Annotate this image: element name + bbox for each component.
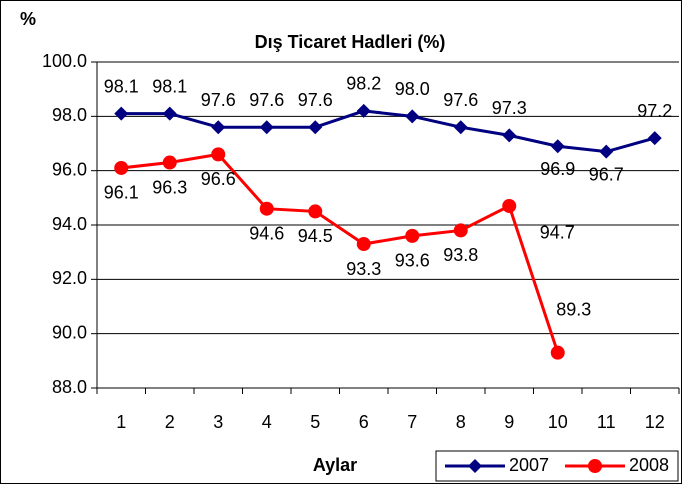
data-point bbox=[211, 120, 226, 135]
y-tick-label: 100.0 bbox=[42, 51, 87, 71]
legend-label: 2007 bbox=[509, 455, 549, 475]
data-label: 97.6 bbox=[443, 90, 478, 110]
data-label: 97.6 bbox=[249, 90, 284, 110]
y-axis-label: % bbox=[20, 9, 36, 29]
x-tick-label: 5 bbox=[310, 412, 320, 432]
data-label: 94.5 bbox=[298, 226, 333, 246]
legend-box bbox=[435, 450, 679, 482]
data-label: 98.2 bbox=[346, 74, 381, 94]
data-label: 98.1 bbox=[104, 76, 139, 96]
data-point bbox=[356, 103, 371, 118]
data-point bbox=[453, 120, 468, 135]
data-point bbox=[114, 106, 129, 121]
data-label: 97.6 bbox=[298, 90, 333, 110]
x-tick-label: 10 bbox=[548, 412, 568, 432]
data-point bbox=[356, 237, 371, 252]
data-label: 96.6 bbox=[201, 169, 236, 189]
x-tick-label: 3 bbox=[213, 412, 223, 432]
y-tick-label: 94.0 bbox=[52, 214, 87, 234]
series-line bbox=[121, 109, 656, 154]
data-point bbox=[162, 106, 177, 121]
data-label: 97.2 bbox=[637, 101, 672, 121]
x-tick-label: 9 bbox=[504, 412, 514, 432]
data-point bbox=[308, 204, 323, 219]
data-label: 93.6 bbox=[395, 251, 430, 271]
y-tick-label: 96.0 bbox=[52, 159, 87, 179]
y-tick-label: 98.0 bbox=[52, 105, 87, 125]
data-point bbox=[405, 228, 420, 243]
data-label: 96.3 bbox=[152, 177, 187, 197]
legend-marker bbox=[468, 459, 482, 473]
data-point bbox=[211, 147, 226, 162]
data-label: 94.6 bbox=[249, 223, 284, 243]
data-point bbox=[405, 109, 420, 124]
data-point bbox=[550, 139, 565, 154]
data-point bbox=[259, 201, 274, 216]
x-tick-label: 2 bbox=[165, 412, 175, 432]
x-tick-label: 4 bbox=[262, 412, 272, 432]
data-label: 93.3 bbox=[346, 259, 381, 279]
data-label: 94.7 bbox=[540, 223, 575, 243]
data-point bbox=[259, 120, 274, 135]
y-tick-label: 88.0 bbox=[52, 377, 87, 397]
data-point bbox=[162, 155, 177, 170]
legend-marker bbox=[588, 459, 602, 473]
data-point bbox=[550, 345, 565, 360]
data-label: 97.3 bbox=[492, 98, 527, 118]
data-label: 96.7 bbox=[589, 164, 624, 184]
data-label: 96.1 bbox=[104, 183, 139, 203]
data-point bbox=[502, 128, 517, 143]
data-point bbox=[599, 144, 614, 159]
chart-title: Dış Ticaret Hadleri (%) bbox=[255, 32, 446, 52]
data-point bbox=[453, 223, 468, 238]
x-axis-label: Aylar bbox=[313, 455, 357, 475]
data-point bbox=[647, 131, 662, 146]
y-tick-label: 92.0 bbox=[52, 268, 87, 288]
data-point bbox=[308, 120, 323, 135]
data-label: 93.8 bbox=[443, 245, 478, 265]
data-label: 98.0 bbox=[395, 79, 430, 99]
x-tick-label: 6 bbox=[359, 412, 369, 432]
x-tick-label: 11 bbox=[597, 412, 616, 432]
y-tick-label: 90.0 bbox=[52, 322, 87, 342]
data-label: 98.1 bbox=[152, 76, 187, 96]
legend-label: 2008 bbox=[629, 455, 669, 475]
x-tick-label: 7 bbox=[407, 412, 417, 432]
series-line bbox=[121, 152, 560, 354]
x-tick-label: 1 bbox=[116, 412, 126, 432]
x-tick-label: 12 bbox=[645, 412, 665, 432]
x-tick-label: 8 bbox=[456, 412, 466, 432]
data-label: 89.3 bbox=[556, 299, 591, 319]
data-point bbox=[114, 160, 129, 175]
data-point bbox=[502, 198, 517, 213]
data-label: 97.6 bbox=[201, 90, 236, 110]
data-label: 96.9 bbox=[540, 159, 575, 179]
